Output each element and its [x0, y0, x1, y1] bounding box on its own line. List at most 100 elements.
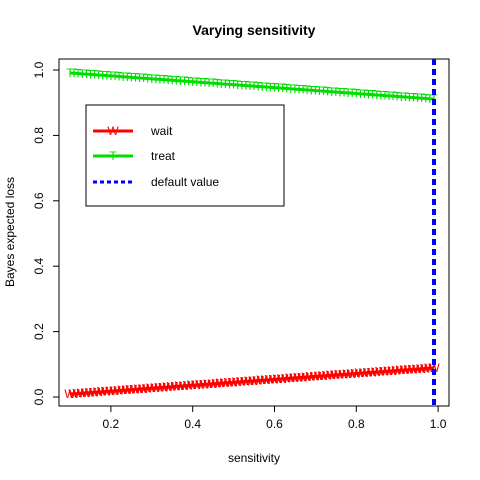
- series-marker-wait: W: [404, 363, 416, 377]
- series-marker-wait: W: [138, 382, 150, 396]
- series-marker-treat: T: [287, 82, 295, 96]
- series-marker-treat: T: [398, 90, 406, 104]
- series-marker-treat: T: [222, 77, 230, 91]
- series-marker-treat: T: [66, 66, 74, 80]
- series-marker-wait: W: [322, 369, 334, 383]
- series-marker-wait: W: [252, 374, 264, 388]
- series-marker-wait: W: [371, 365, 383, 379]
- series-marker-wait: W: [85, 386, 97, 400]
- series-marker-treat: T: [124, 70, 132, 84]
- series-marker-treat: T: [169, 73, 177, 87]
- series-marker-wait: W: [244, 374, 256, 388]
- series-marker-treat: T: [344, 86, 352, 100]
- series-marker-treat: T: [197, 75, 205, 89]
- series-marker-treat: T: [238, 78, 246, 92]
- series-marker-treat: T: [279, 81, 287, 95]
- series-marker-wait: W: [216, 376, 228, 390]
- series-marker-treat: T: [189, 75, 197, 89]
- legend-label-default-value: default value: [151, 175, 219, 189]
- series-marker-wait: W: [273, 372, 285, 386]
- series-marker-wait: W: [330, 368, 342, 382]
- series-line-wait: [69, 366, 435, 396]
- series-marker-wait: W: [162, 380, 174, 394]
- series-marker-treat: T: [328, 85, 336, 99]
- series-marker-treat: T: [385, 89, 393, 103]
- series-marker-treat: T: [201, 76, 209, 90]
- series-marker-wait: W: [289, 371, 301, 385]
- series-marker-treat: T: [422, 92, 430, 106]
- series-marker-treat: T: [132, 71, 140, 85]
- series-marker-wait: W: [261, 373, 273, 387]
- series-marker-wait: W: [281, 371, 293, 385]
- series-marker-wait: W: [81, 386, 93, 400]
- series-marker-wait: W: [363, 366, 375, 380]
- series-marker-wait: W: [224, 376, 236, 390]
- series-marker-treat: T: [357, 87, 365, 101]
- series-marker-wait: W: [167, 380, 179, 394]
- series-marker-treat: T: [152, 72, 160, 86]
- series-marker-wait: W: [314, 369, 326, 383]
- series-marker-treat: T: [107, 69, 115, 83]
- series-marker-wait: W: [93, 385, 105, 399]
- series-marker-treat: T: [148, 72, 156, 86]
- y-tick-label: 0.4: [32, 258, 46, 275]
- x-axis: 0.2 0.4 0.6 0.8 1.0: [103, 405, 447, 431]
- series-marker-wait: W: [240, 374, 252, 388]
- series-marker-treat: T: [389, 89, 397, 103]
- series-marker-treat: T: [242, 79, 250, 93]
- series-marker-treat: T: [283, 82, 291, 96]
- series-marker-wait: W: [375, 365, 387, 379]
- series-marker-treat: T: [377, 88, 385, 102]
- series-marker-wait: W: [175, 379, 187, 393]
- series-marker-wait: W: [77, 386, 89, 400]
- y-axis: 0.0 0.2 0.4 0.6 0.8 1.0: [32, 61, 60, 405]
- series-marker-treat: T: [324, 84, 332, 98]
- series-marker-treat: T: [361, 87, 369, 101]
- series-marker-treat: T: [353, 87, 361, 101]
- series-marker-wait: W: [420, 361, 432, 375]
- series-marker-treat: T: [87, 67, 95, 81]
- series-marker-wait: W: [257, 373, 269, 387]
- series-marker-wait: W: [379, 364, 391, 378]
- series-marker-wait: W: [347, 367, 359, 381]
- series-marker-treat: T: [271, 81, 279, 95]
- series-marker-wait: W: [326, 368, 338, 382]
- series-marker-wait: W: [412, 362, 424, 376]
- series-marker-treat: T: [369, 88, 377, 102]
- series-line-treat: [69, 71, 435, 101]
- series-marker-wait: W: [359, 366, 371, 380]
- series-marker-treat: T: [320, 84, 328, 98]
- series-marker-treat: T: [70, 66, 78, 80]
- series-marker-treat: T: [418, 91, 426, 105]
- x-tick-label: 0.8: [348, 417, 365, 431]
- series-marker-wait: W: [118, 383, 130, 397]
- series-marker-treat: T: [115, 69, 123, 83]
- series-marker-treat: T: [381, 89, 389, 103]
- y-tick-label: 0.6: [32, 192, 46, 209]
- chart-title: Varying sensitivity: [193, 22, 316, 38]
- series-marker-treat: T: [312, 84, 320, 98]
- series-marker-treat: T: [234, 78, 242, 92]
- series-marker-treat: T: [402, 90, 410, 104]
- series-marker-wait: W: [355, 366, 367, 380]
- series-marker-treat: T: [246, 79, 254, 93]
- series-marker-wait: W: [105, 384, 117, 398]
- series-marker-wait: W: [428, 361, 440, 375]
- series-marker-wait: W: [187, 378, 199, 392]
- y-tick-label: 0.2: [32, 323, 46, 340]
- series-marker-wait: W: [396, 363, 408, 377]
- series-marker-treat: T: [144, 72, 152, 86]
- plot-area: WWWWWWWWWWWWWWWWWWWWWWWWWWWWWWWWWWWWWWWW…: [64, 59, 440, 406]
- series-marker-treat: T: [267, 80, 275, 94]
- series-marker-treat: T: [103, 69, 111, 83]
- series-marker-wait: W: [212, 376, 224, 390]
- x-axis-label: sensitivity: [228, 451, 280, 465]
- series-marker-treat: T: [205, 76, 213, 90]
- series-marker-wait: W: [179, 379, 191, 393]
- series-marker-wait: W: [68, 387, 80, 401]
- series-marker-treat: T: [99, 68, 107, 82]
- series-marker-treat: T: [95, 68, 103, 82]
- series-marker-treat: T: [79, 67, 87, 81]
- series-marker-wait: W: [232, 375, 244, 389]
